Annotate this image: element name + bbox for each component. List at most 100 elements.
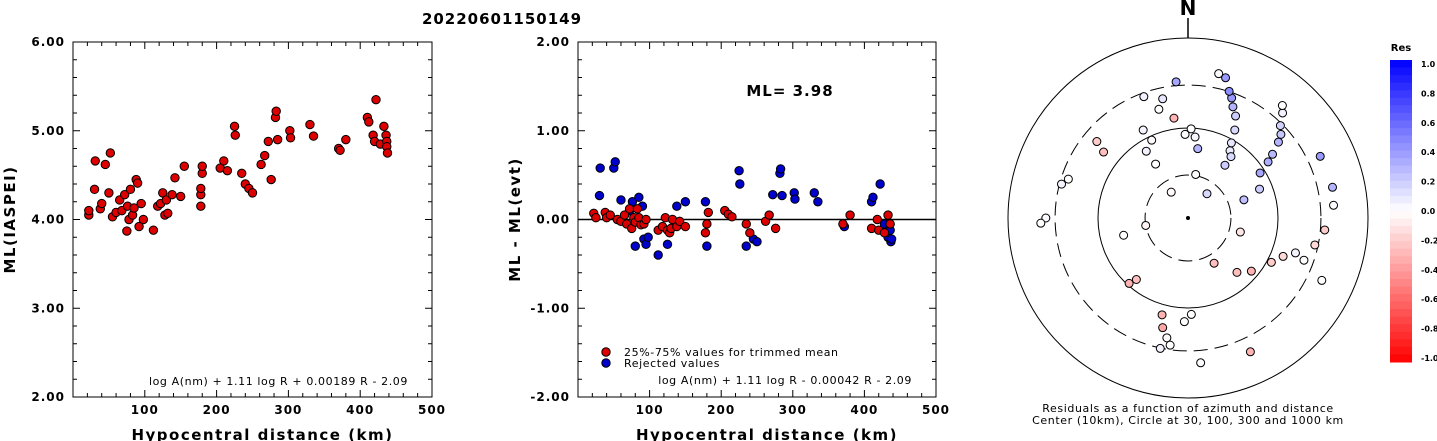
azimuth-residual-polar-plot: N Residuals as a function of azimuth and … [1007,0,1437,427]
y-axis-label: ML - ML(evt) [506,157,524,281]
y-tick-label: 2.00 [536,35,570,49]
station-residual [1057,179,1067,189]
caption-line-2: Center (10km), Circle at 30, 100, 300 an… [1032,414,1344,427]
data-point [167,189,177,200]
station-residual [1147,135,1157,145]
data-point [134,221,144,232]
station-residual [1278,251,1288,261]
data-point [734,165,744,176]
colorbar-swatch [1390,263,1412,272]
data-point [879,228,890,238]
colorbar-swatch [1390,271,1412,280]
station-residual [1154,104,1164,114]
data-point [741,241,751,251]
colorbar-swatch [1390,127,1412,136]
station-residual [1214,69,1224,79]
station-markers [1036,69,1339,368]
data-point [886,234,897,244]
data-point [132,178,143,188]
figure-title: 20220601150149 [422,10,582,28]
residual-colorbar: Res 1.0 0.8 0.6 0.4 0.2 0.0 -0.2 -0.4 -0.6 -0.8 -1.… [1390,43,1437,363]
x-tick-label: 200 [203,403,231,417]
colorbar-swatch [1390,226,1412,235]
data-point [845,210,855,220]
station-residual [1246,266,1256,276]
station-residual [1171,77,1181,87]
colorbar-swatch [1390,203,1412,212]
colorbar-tick-label: -0.6 [1421,295,1437,304]
x-tick-label: 500 [418,403,446,417]
station-residual [1138,125,1148,135]
data-point [680,197,691,207]
station-residual [1329,200,1339,210]
colorbar-swatch [1390,256,1412,265]
y-tick-label: 6.00 [31,35,65,49]
data-point [610,157,620,167]
station-residual [1158,94,1168,104]
colorbar-tick-label: -1.0 [1421,354,1437,363]
station-residual [1317,275,1327,285]
station-residual [1179,317,1189,327]
data-point [641,214,651,225]
colorbar-swatch [1390,211,1412,220]
station-residual [1315,151,1325,161]
data-point [219,156,229,166]
data-point [129,203,139,213]
station-residual [1320,225,1330,235]
colorbar-swatch [1390,143,1412,152]
data-point [632,204,643,214]
colorbar-swatch [1390,158,1412,167]
station-residual [1232,267,1242,277]
colorbar-swatch [1390,218,1412,227]
x-tick-label: 100 [636,403,664,417]
data-point [813,197,823,207]
north-label: N [1180,0,1197,20]
colorbar-swatch [1390,67,1412,76]
colorbar-swatch [1390,82,1412,91]
station-residual [1157,310,1167,320]
data-point [163,208,173,218]
data-point [222,165,233,176]
station-residual [1273,137,1283,147]
distance-ring [1144,174,1232,262]
x-tick-label: 400 [346,403,374,417]
data-point [90,156,100,166]
data-point [260,150,270,161]
x-tick-label: 200 [707,403,735,417]
legend-label: Rejected values [624,357,720,370]
data-point [619,210,630,220]
colorbar-swatch [1390,150,1412,159]
colorbar-tick-label: 0.6 [1421,119,1436,128]
data-point [752,236,762,247]
station-residual [1290,248,1300,258]
station-residual [1226,152,1236,162]
station-residual [1221,73,1231,83]
y-tick-label: 4.00 [31,213,65,227]
colorbar-swatch [1390,241,1412,250]
accepted-series [84,94,393,236]
data-point [674,216,685,226]
data-point [875,179,885,189]
station-residual [1231,111,1241,121]
data-point [703,207,714,218]
y-tick-label: -2.00 [530,390,570,404]
station-residual [1063,174,1073,184]
colorbar-tick-label: -0.2 [1421,236,1437,245]
data-point [179,161,189,171]
y-tick-label: 3.00 [31,301,65,315]
data-point [591,213,601,223]
data-point [764,210,774,220]
magnitude-vs-distance-chart: 2.00 3.00 4.00 5.00 6.00 100 200 300 400 500 Hypoc… [1,35,446,441]
station-residual [1220,160,1230,170]
station-residual [1277,101,1287,111]
colorbar-swatch [1390,331,1412,340]
station-residual [1224,86,1234,96]
colorbar-swatch [1390,339,1412,348]
station-residual [1139,92,1149,102]
data-point [382,148,393,158]
data-point [616,195,626,205]
data-point [364,117,374,127]
data-point [266,174,276,185]
station-residual [1266,257,1276,267]
